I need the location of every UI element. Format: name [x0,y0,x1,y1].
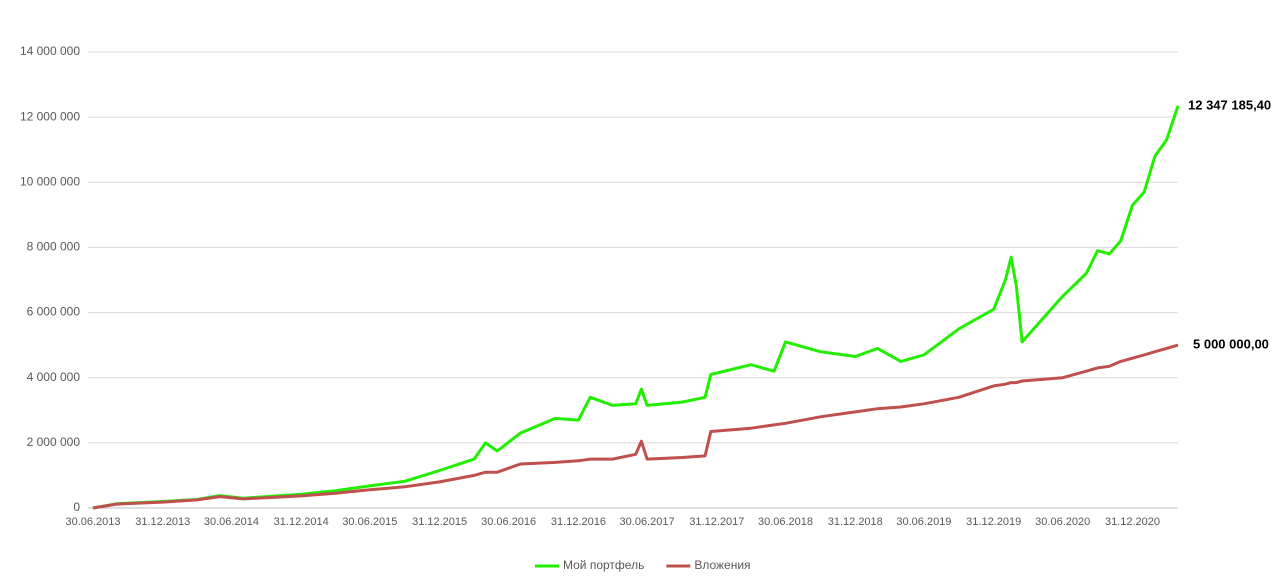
y-tick-label: 12 000 000 [20,109,80,123]
x-tick-label: 30.06.2015 [342,516,397,528]
x-tick-label: 30.06.2014 [204,516,259,528]
x-tick-label: 30.06.2018 [758,516,813,528]
x-tick-label: 31.12.2020 [1105,516,1160,528]
x-tick-label: 30.06.2017 [620,516,675,528]
y-tick-label: 6 000 000 [27,305,81,319]
x-tick-label: 31.12.2015 [412,516,467,528]
x-tick-label: 31.12.2017 [689,516,744,528]
y-tick-label: 8 000 000 [27,240,81,254]
series-line [92,105,1180,510]
legend-label: Мой портфель [563,558,644,572]
end-value-label: 5 000 000,00 [1193,337,1269,352]
x-tick-label: 30.06.2013 [65,516,120,528]
series-line [92,343,1179,510]
y-tick-label: 10 000 000 [20,174,80,188]
legend-label: Вложения [694,558,750,572]
x-tick-label: 31.12.2013 [135,516,190,528]
x-tick-label: 31.12.2014 [274,516,329,528]
x-tick-label: 31.12.2019 [966,516,1021,528]
y-tick-label: 2 000 000 [27,435,81,449]
x-tick-label: 30.06.2016 [481,516,536,528]
x-tick-label: 30.06.2020 [1035,516,1090,528]
x-tick-label: 30.06.2019 [896,516,951,528]
end-value-label: 12 347 185,40 [1188,97,1271,112]
y-tick-label: 4 000 000 [27,370,81,384]
x-tick-label: 31.12.2018 [828,516,883,528]
y-tick-label: 0 [73,500,80,514]
y-tick-label: 14 000 000 [20,44,80,58]
x-tick-label: 31.12.2016 [551,516,606,528]
